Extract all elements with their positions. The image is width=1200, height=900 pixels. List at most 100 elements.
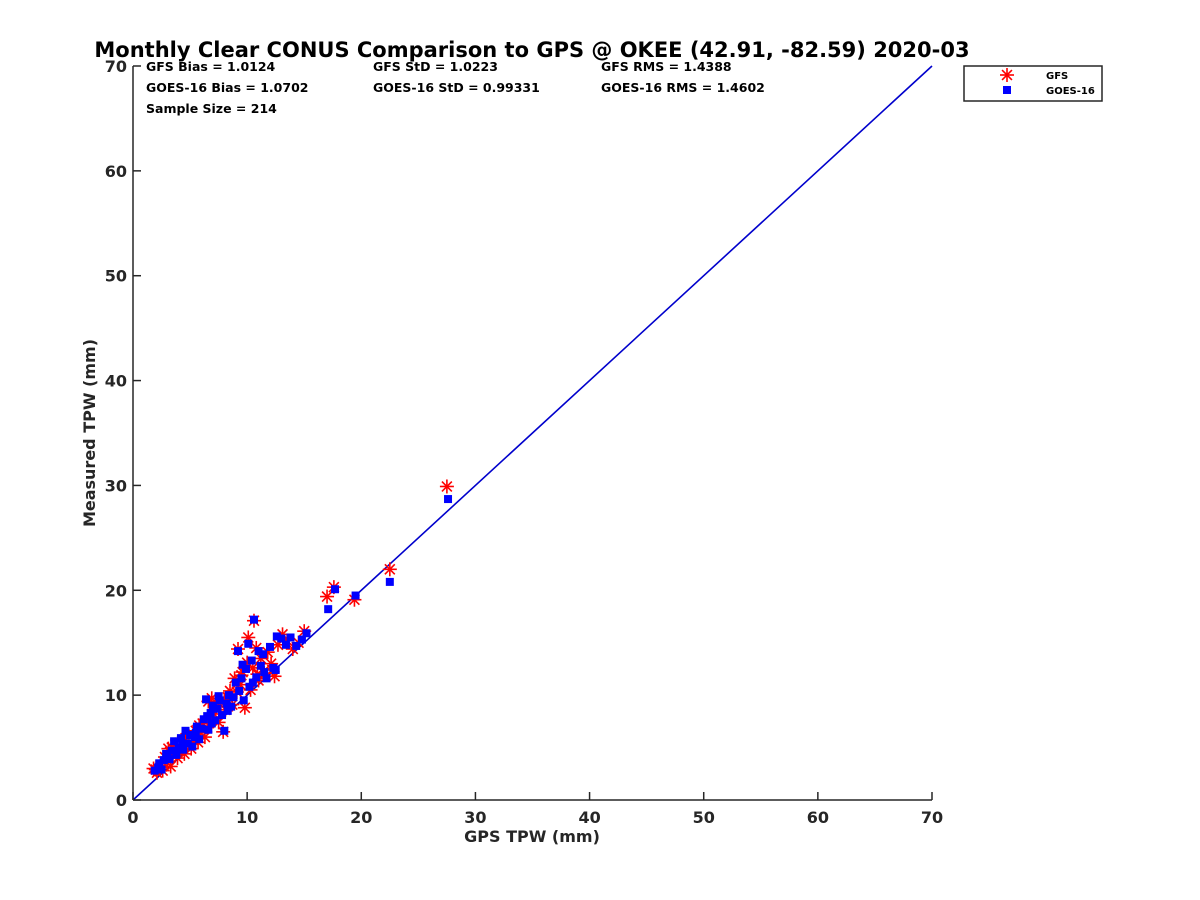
goes-16-point bbox=[227, 702, 236, 711]
goes-16-point bbox=[167, 746, 176, 755]
goes-16-point bbox=[191, 728, 200, 737]
y-tick-label: 20 bbox=[105, 581, 127, 600]
x-tick-label: 10 bbox=[236, 808, 258, 827]
goes-16-point bbox=[286, 633, 295, 642]
x-tick-label: 40 bbox=[578, 808, 600, 827]
goes-16-point bbox=[179, 745, 188, 754]
goes-16-point bbox=[351, 591, 360, 600]
goes-16-point bbox=[297, 635, 306, 644]
goes-16-point bbox=[254, 647, 263, 656]
goes-16-point bbox=[302, 629, 311, 638]
stats-annotations: GFS Bias = 1.0124 GFS StD = 1.0223 GFS R… bbox=[146, 59, 765, 116]
x-tick-label: 20 bbox=[350, 808, 372, 827]
goes-16-point bbox=[195, 735, 204, 744]
goes-16-point bbox=[170, 737, 179, 746]
goes-16-point bbox=[178, 740, 187, 749]
goes-16-point bbox=[172, 750, 181, 759]
goes-16-point bbox=[222, 699, 231, 708]
goes-16-point bbox=[262, 674, 271, 683]
goes-16-point bbox=[260, 668, 269, 677]
goes-rms-label: GOES-16 RMS = 1.4602 bbox=[601, 80, 765, 95]
x-axis-label: GPS TPW (mm) bbox=[464, 827, 600, 846]
y-axis-label: Measured TPW (mm) bbox=[80, 339, 99, 527]
goes-16-point bbox=[235, 686, 244, 695]
goes-16-point bbox=[245, 682, 254, 691]
goes-16-point bbox=[213, 704, 222, 713]
goes-16-point bbox=[229, 693, 238, 702]
goes-16-point bbox=[244, 639, 253, 648]
goes-16-point bbox=[234, 647, 243, 656]
legend-gfs-asterisk bbox=[1000, 68, 1014, 82]
legend-goes-16-label: GOES-16 bbox=[1046, 86, 1095, 97]
goes-16-point bbox=[207, 719, 216, 728]
x-tick-label: 70 bbox=[921, 808, 943, 827]
goes-16-point bbox=[224, 691, 233, 700]
gfs-std-label: GFS StD = 1.0223 bbox=[373, 59, 498, 74]
gfs-point bbox=[382, 562, 397, 577]
goes-16-point bbox=[176, 734, 185, 743]
goes-16-series bbox=[150, 495, 453, 775]
goes-16-point bbox=[162, 749, 171, 758]
goes-16-point bbox=[190, 733, 199, 742]
x-tick-label: 30 bbox=[464, 808, 486, 827]
goes-16-point bbox=[271, 665, 280, 674]
goes-std-label: GOES-16 StD = 0.99331 bbox=[373, 80, 540, 95]
goes-16-point bbox=[259, 650, 268, 659]
y-tick-label: 70 bbox=[105, 57, 127, 76]
gfs-point bbox=[439, 479, 454, 494]
goes-16-point bbox=[186, 730, 195, 739]
goes-16-point bbox=[238, 660, 247, 669]
legend: GFS GOES-16 bbox=[963, 65, 1103, 102]
goes-16-point bbox=[197, 724, 206, 733]
goes-16-point bbox=[444, 495, 453, 504]
chart-title: Monthly Clear CONUS Comparison to GPS @ … bbox=[94, 38, 969, 62]
goes-16-point bbox=[277, 634, 286, 643]
goes-16-point bbox=[203, 712, 212, 721]
plot-area: 0 10 20 30 40 50 60 70 0 10 20 30 40 50 60 70 bbox=[105, 57, 943, 827]
goes-16-point bbox=[237, 674, 246, 683]
y-tick-label: 0 bbox=[116, 791, 127, 810]
x-tick-label: 0 bbox=[127, 808, 138, 827]
goes-16-point bbox=[281, 640, 290, 649]
y-tick-label: 40 bbox=[105, 372, 127, 391]
goes-16-point bbox=[256, 661, 265, 670]
y-tick-label: 50 bbox=[105, 267, 127, 286]
goes-16-point bbox=[214, 692, 223, 701]
goes-16-point bbox=[272, 632, 281, 641]
goes-16-point bbox=[324, 605, 333, 614]
legend-goes-16-marker bbox=[1003, 86, 1011, 94]
goes-16-point bbox=[292, 641, 301, 650]
goes-16-point bbox=[247, 656, 256, 665]
legend-gfs-marker bbox=[1000, 68, 1014, 82]
gfs-bias-label: GFS Bias = 1.0124 bbox=[146, 59, 276, 74]
goes-16-point bbox=[385, 577, 394, 586]
legend-box bbox=[963, 65, 1103, 102]
goes-16-point bbox=[215, 696, 224, 705]
goes-16-point bbox=[239, 696, 248, 705]
x-tick-label: 60 bbox=[807, 808, 829, 827]
goes-16-point bbox=[218, 711, 227, 720]
goes-16-point bbox=[208, 701, 217, 710]
goes-16-point bbox=[248, 678, 257, 687]
goes-16-point bbox=[331, 585, 340, 594]
goes-16-point bbox=[157, 765, 166, 774]
goes-bias-label: GOES-16 Bias = 1.0702 bbox=[146, 80, 308, 95]
goes-16-point bbox=[252, 673, 261, 682]
goes-16-point bbox=[242, 664, 251, 673]
legend-gfs-label: GFS bbox=[1046, 71, 1068, 82]
goes-16-point bbox=[183, 739, 192, 748]
gfs-point bbox=[320, 589, 335, 604]
goes-16-point bbox=[220, 726, 229, 735]
goes-16-point bbox=[231, 678, 240, 687]
goes-16-point bbox=[223, 706, 232, 715]
sample-size-label: Sample Size = 214 bbox=[146, 101, 277, 116]
y-axis-ticks: 0 10 20 30 40 50 60 70 bbox=[105, 57, 141, 810]
goes-16-point bbox=[155, 759, 164, 768]
goes-16-point bbox=[163, 754, 172, 763]
goes-16-point bbox=[265, 642, 274, 651]
gfs-rms-label: GFS RMS = 1.4388 bbox=[601, 59, 732, 74]
goes-16-point bbox=[202, 695, 211, 704]
goes-16-point bbox=[188, 742, 197, 751]
goes-16-point bbox=[192, 722, 201, 731]
